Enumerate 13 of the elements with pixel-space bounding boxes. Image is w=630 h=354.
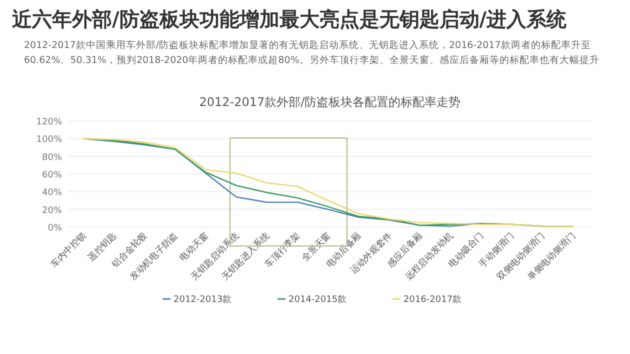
- y-tick-label: 60%: [42, 170, 62, 180]
- line-series: [82, 138, 574, 227]
- legend-label: 2014-2015款: [288, 294, 347, 305]
- y-tick-label: 80%: [42, 152, 62, 163]
- text: 2012-2017款中国乘用车外部/防盗板块标配率增加显著的有无钥匙启动系统、无钥匙进入系统，2016-2017款两者的标配率升至60.62%、50.31%，预判2018-2020年两者的标配率或超80%。另外车顶行李架、全景天窗、感应后备厢等的标配率也有大幅提升: [24, 39, 600, 68]
- y-tick-label: 40%: [42, 188, 62, 198]
- legend-label: 2016-2017款: [404, 294, 462, 305]
- y-tick-label: 20%: [42, 206, 62, 216]
- chart-subtitle: 2012-2017款外部/防盗板块各配置的标配率走势: [199, 95, 461, 109]
- y-tick-label: 120%: [36, 118, 62, 128]
- y-tick-label: 100%: [36, 135, 62, 146]
- legend-label: 2012-2013款: [174, 294, 232, 305]
- chart-title: 近六年外部/防盗板块功能增加最大亮点是无钥匙启动/进入系统: [12, 6, 567, 33]
